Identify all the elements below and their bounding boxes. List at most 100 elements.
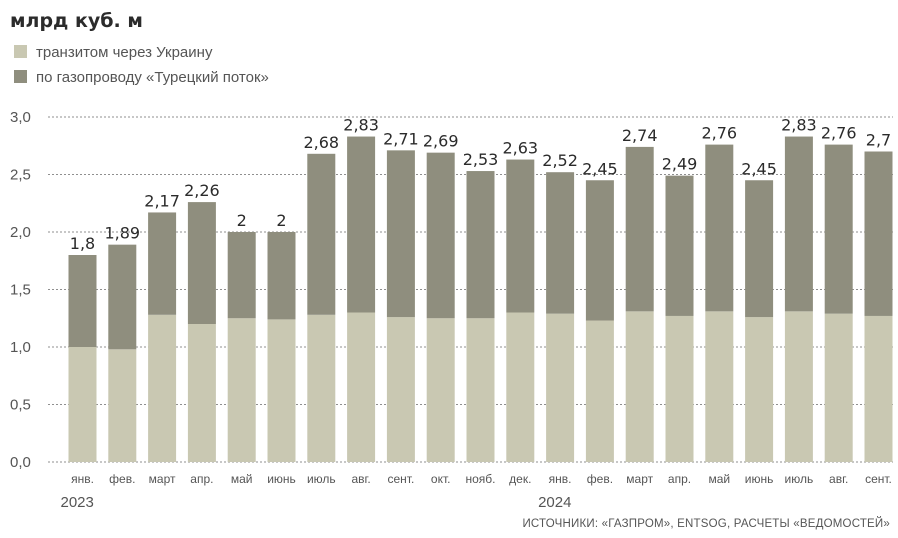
bar-segment-turkstream — [824, 144, 853, 314]
bar-segment-turkstream — [585, 180, 614, 321]
bar-segment-ukraine — [546, 313, 575, 462]
x-tick-label: апр. — [668, 472, 691, 486]
bar-segment-turkstream — [386, 150, 415, 318]
bar-segment-turkstream — [784, 136, 813, 312]
bar-segment-ukraine — [148, 314, 177, 462]
legend-swatch-ukraine — [14, 45, 27, 58]
y-tick-label: 3,0 — [10, 109, 31, 126]
total-data-label: 1,89 — [104, 224, 140, 243]
y-tick-label: 1,0 — [10, 339, 31, 356]
x-tick-label: сент. — [387, 472, 414, 486]
total-data-label: 2,26 — [184, 181, 220, 200]
x-tick-label: окт. — [431, 472, 451, 486]
bar-segment-turkstream — [546, 172, 575, 314]
bars — [68, 136, 893, 462]
x-tick-label: март — [626, 472, 653, 486]
bar-segment-turkstream — [227, 232, 256, 319]
bar-segment-ukraine — [506, 312, 535, 462]
bar-segment-turkstream — [187, 202, 216, 324]
bar-segment-turkstream — [426, 152, 455, 319]
y-tick-label: 0,0 — [10, 454, 31, 471]
bar-segment-turkstream — [705, 144, 734, 312]
bar-segment-ukraine — [347, 312, 376, 462]
total-data-label: 2,17 — [144, 191, 180, 210]
bar-segment-turkstream — [68, 255, 97, 347]
bar-segment-ukraine — [864, 315, 893, 462]
x-tick-label: май — [708, 472, 730, 486]
legend-label-ukraine: транзитом через Украину — [36, 44, 213, 61]
total-data-label: 2,49 — [662, 155, 698, 174]
x-axis: янв. фев. март апр. май июнь июль авг. сент. окт.… — [61, 472, 892, 511]
year-label: 2024 — [538, 494, 571, 511]
bar-segment-turkstream — [307, 153, 336, 315]
total-data-label: 2,83 — [781, 116, 817, 135]
bar-segment-turkstream — [864, 151, 893, 316]
total-data-label: 2,63 — [502, 139, 538, 158]
bar-segment-ukraine — [227, 318, 256, 462]
bar-segment-turkstream — [466, 171, 495, 319]
total-data-label: 2,53 — [463, 150, 499, 169]
bar-segment-turkstream — [745, 180, 774, 318]
y-tick-label: 0,5 — [10, 397, 31, 414]
bar-segment-ukraine — [466, 318, 495, 462]
total-data-label: 2,52 — [542, 151, 578, 170]
x-tick-label: дек. — [509, 472, 531, 486]
bar-segment-ukraine — [386, 317, 415, 462]
bar-segment-turkstream — [108, 244, 137, 350]
total-data-label: 2,7 — [866, 131, 891, 150]
bar-segment-ukraine — [625, 311, 654, 462]
x-tick-label: янв. — [549, 472, 572, 486]
x-tick-label: фев. — [587, 472, 613, 486]
bar-segment-ukraine — [426, 318, 455, 462]
bar-segment-turkstream — [665, 175, 694, 316]
x-tick-label: июль — [785, 472, 814, 486]
bar-segment-ukraine — [745, 317, 774, 462]
total-data-label: 2,69 — [423, 132, 459, 151]
y-tick-label: 1,5 — [10, 282, 31, 299]
x-tick-label: сент. — [865, 472, 892, 486]
total-data-label: 2,74 — [622, 126, 658, 145]
bar-segment-ukraine — [187, 324, 216, 462]
x-tick-label: авг. — [351, 472, 370, 486]
total-data-label: 2,76 — [821, 124, 857, 143]
bar-segment-ukraine — [585, 320, 614, 462]
bar-segment-ukraine — [108, 349, 137, 462]
total-data-label: 2,83 — [343, 116, 379, 135]
x-tick-label: июль — [307, 472, 336, 486]
total-data-label: 2,68 — [303, 133, 339, 152]
y-tick-label: 2,0 — [10, 224, 31, 241]
bar-segment-ukraine — [68, 347, 97, 462]
bar-segment-turkstream — [506, 159, 535, 313]
total-data-label: 2 — [276, 211, 286, 230]
year-label: 2023 — [61, 494, 94, 511]
bar-segment-turkstream — [347, 136, 376, 313]
bar-segment-ukraine — [824, 313, 853, 462]
bar-segment-ukraine — [784, 311, 813, 462]
x-tick-label: фев. — [109, 472, 135, 486]
bar-segment-ukraine — [307, 314, 336, 462]
x-tick-label: янв. — [71, 472, 94, 486]
total-data-label: 1,8 — [70, 234, 95, 253]
data-labels: 1,81,892,172,262 22,682,832,71 2,692,532,6… — [70, 116, 891, 253]
x-tick-label: июнь — [745, 472, 774, 486]
legend-swatch-turkstream — [14, 70, 27, 83]
bar-segment-ukraine — [267, 319, 296, 462]
total-data-label: 2,45 — [741, 159, 777, 178]
bar-segment-turkstream — [267, 232, 296, 320]
bar-segment-turkstream — [148, 212, 177, 315]
bar-segment-turkstream — [625, 146, 654, 312]
x-tick-label: нояб. — [465, 472, 495, 486]
total-data-label: 2,45 — [582, 159, 618, 178]
total-data-label: 2,76 — [701, 124, 737, 143]
source-note: ИСТОЧНИКИ: «ГАЗПРОМ», ENTSOG, РАСЧЕТЫ «В… — [522, 517, 890, 530]
legend-label-turkstream: по газопроводу «Турецкий поток» — [36, 69, 269, 86]
x-tick-label: март — [149, 472, 176, 486]
x-tick-label: авг. — [829, 472, 848, 486]
x-tick-label: май — [231, 472, 253, 486]
y-axis: 3,0 2,5 2,0 1,5 1,0 0,5 0,0 — [10, 109, 31, 471]
bar-segment-ukraine — [665, 315, 694, 462]
bar-segment-ukraine — [705, 311, 734, 462]
total-data-label: 2 — [237, 211, 247, 230]
x-tick-label: июнь — [267, 472, 296, 486]
